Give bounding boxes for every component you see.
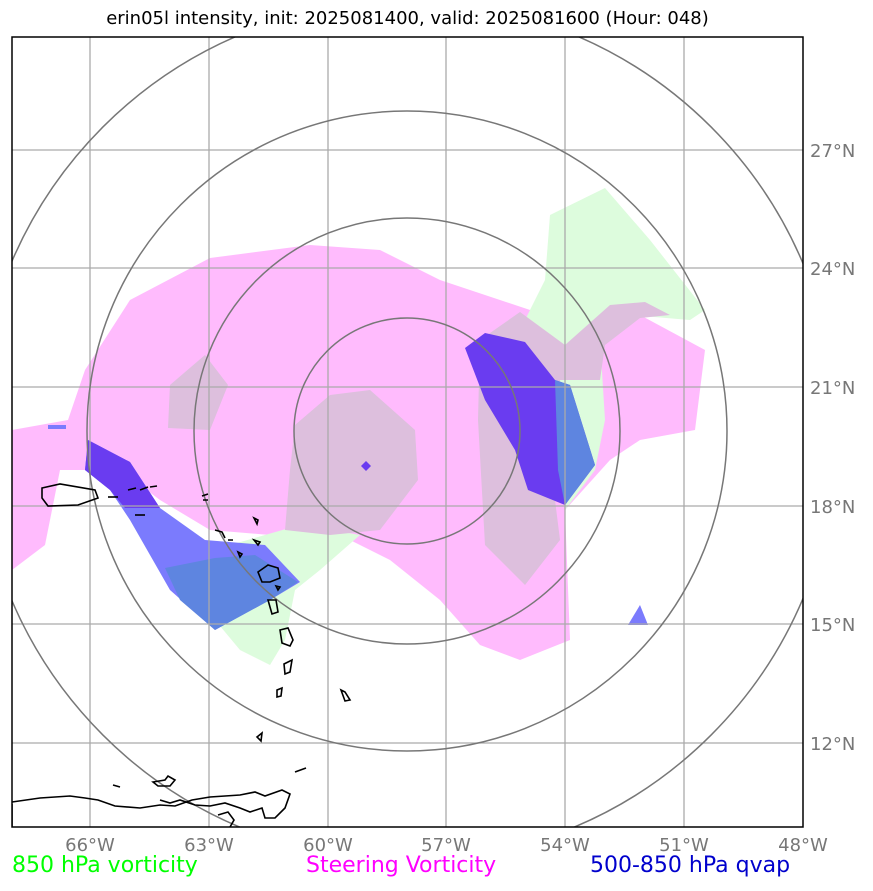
lat-label: 27°N <box>810 141 855 162</box>
lat-tick-labels: 12°N 15°N 18°N 21°N 24°N 27°N <box>810 141 855 755</box>
legend-qvap: 500-850 hPa qvap <box>590 853 791 878</box>
legend-steering-vorticity: Steering Vorticity <box>306 853 497 878</box>
storm-center-marker <box>361 461 371 471</box>
map-title: erin05l intensity, init: 2025081400, val… <box>106 8 709 29</box>
legend-vorticity: 850 hPa vorticity <box>12 853 198 878</box>
lat-label: 15°N <box>810 615 855 636</box>
qvap-region-west-dark <box>85 440 160 508</box>
coastlines <box>12 483 352 827</box>
qvap-tiny-patch <box>48 425 66 429</box>
lat-label: 21°N <box>810 378 855 399</box>
lon-label: 57°W <box>421 835 471 856</box>
qvap-small-patch <box>628 605 648 625</box>
lon-tick-labels: 66°W 63°W 60°W 57°W 54°W 51°W 48°W <box>65 835 828 856</box>
overlap-region-center <box>285 390 418 535</box>
lon-label: 48°W <box>778 835 828 856</box>
lon-label: 54°W <box>540 835 590 856</box>
lon-label: 63°W <box>184 835 234 856</box>
gridlines <box>12 37 803 827</box>
lat-label: 24°N <box>810 259 855 280</box>
lon-label: 51°W <box>659 835 709 856</box>
lon-label: 66°W <box>65 835 115 856</box>
lon-label: 60°W <box>303 835 353 856</box>
plot-frame <box>11 36 804 828</box>
lat-label: 12°N <box>810 734 855 755</box>
puerto-rico <box>41 483 100 507</box>
lat-label: 18°N <box>810 497 855 518</box>
range-rings <box>12 37 803 827</box>
qvap-region-west-overlap <box>165 555 298 630</box>
